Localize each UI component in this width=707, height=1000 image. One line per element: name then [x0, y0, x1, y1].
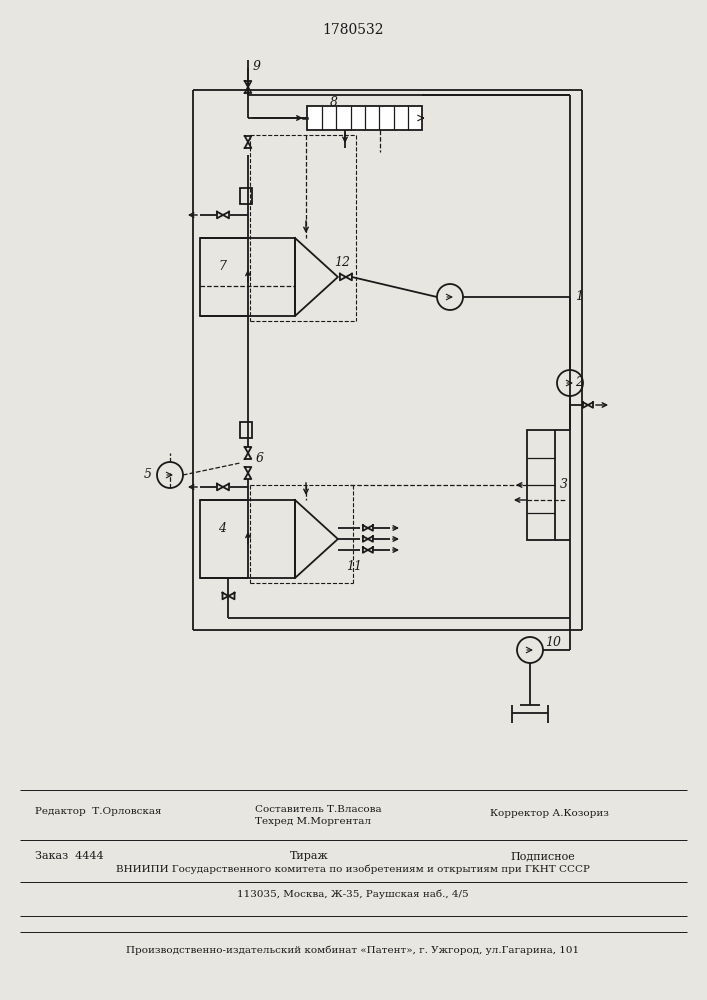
Bar — [308, 106, 423, 130]
Bar — [200, 500, 295, 578]
Text: Производственно-издательский комбинат «Патент», г. Ужгород, ул.Гагарина, 101: Производственно-издательский комбинат «П… — [127, 945, 580, 955]
Text: 4: 4 — [218, 522, 226, 534]
Text: Подписное: Подписное — [510, 851, 575, 861]
Text: Заказ  4444: Заказ 4444 — [35, 851, 104, 861]
Text: 11: 11 — [346, 560, 362, 574]
Text: 12: 12 — [334, 256, 350, 269]
Text: 5: 5 — [144, 468, 152, 482]
Bar — [240, 188, 252, 204]
Bar — [240, 422, 252, 438]
Text: 1780532: 1780532 — [322, 23, 384, 37]
Text: 7: 7 — [218, 259, 226, 272]
Text: 6: 6 — [256, 452, 264, 464]
Text: Тираж: Тираж — [290, 851, 329, 861]
Text: 9: 9 — [253, 60, 261, 74]
Text: 8: 8 — [330, 96, 338, 108]
Text: Составитель Т.Власова: Составитель Т.Власова — [255, 804, 382, 814]
Text: Корректор А.Козориз: Корректор А.Козориз — [490, 808, 609, 818]
Bar — [527, 430, 555, 540]
Text: 113035, Москва, Ж-35, Раушская наб., 4/5: 113035, Москва, Ж-35, Раушская наб., 4/5 — [237, 889, 469, 899]
Text: Техред М.Моргентал: Техред М.Моргентал — [255, 816, 371, 826]
Text: 1: 1 — [575, 290, 583, 304]
Bar — [200, 238, 295, 316]
Text: 10: 10 — [545, 636, 561, 648]
Text: Редактор  Т.Орловская: Редактор Т.Орловская — [35, 806, 161, 816]
Text: ВНИИПИ Государственного комитета по изобретениям и открытиям при ГКНТ СССР: ВНИИПИ Государственного комитета по изоб… — [116, 864, 590, 874]
Text: 2: 2 — [575, 376, 583, 389]
Text: 3: 3 — [560, 479, 568, 491]
